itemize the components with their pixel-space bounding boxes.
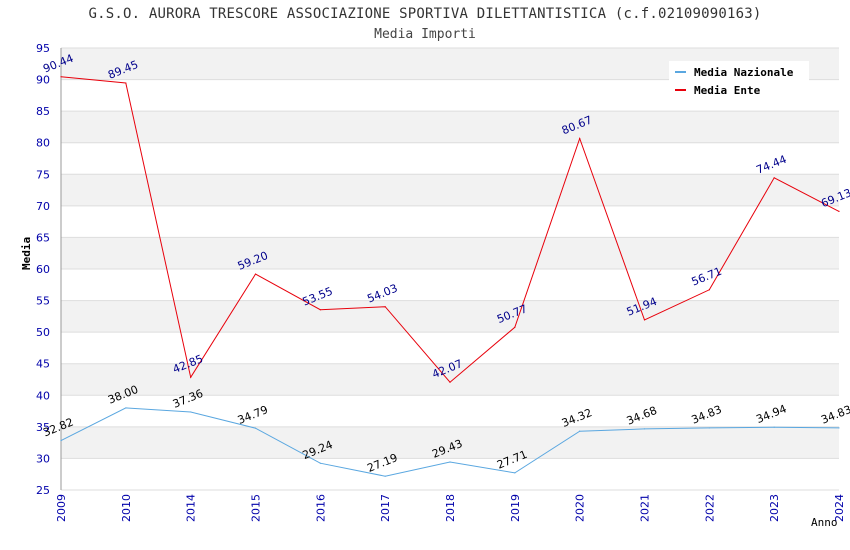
y-tick-label: 80 — [36, 137, 50, 150]
y-tick-label: 75 — [36, 168, 50, 181]
data-point-media-nazionale — [125, 407, 127, 409]
data-point-media-nazionale — [449, 461, 451, 463]
data-point-media-nazionale — [319, 462, 321, 464]
x-tick-label: 2022 — [703, 494, 716, 522]
data-point-media-nazionale — [60, 440, 62, 442]
x-tick-label: 2020 — [574, 494, 587, 522]
grid-band — [61, 300, 839, 333]
data-point-media-ente — [60, 76, 62, 78]
y-tick-label: 35 — [36, 421, 50, 434]
y-tick-label: 90 — [36, 74, 50, 87]
data-point-media-ente — [643, 319, 646, 321]
grid-band — [61, 332, 839, 364]
data-point-media-nazionale — [773, 426, 775, 428]
data-point-media-ente — [190, 376, 192, 378]
data-point-media-nazionale — [579, 430, 581, 432]
legend-label-media-nazionale: Media Nazionale — [694, 65, 794, 79]
grid-band — [61, 111, 839, 143]
x-tick-label: 2019 — [509, 494, 522, 522]
y-tick-label: 30 — [36, 452, 50, 465]
chart-title: G.S.O. AURORA TRESCORE ASSOCIAZIONE SPOR… — [88, 6, 762, 22]
x-tick-label: 2009 — [55, 494, 68, 522]
x-tick-label: 2016 — [314, 494, 327, 522]
legend-swatch-media-nazionale — [675, 71, 686, 73]
x-tick-label: 2015 — [250, 494, 263, 522]
grid-band — [61, 269, 839, 301]
grid-band — [61, 363, 839, 396]
data-point-media-ente — [125, 82, 127, 84]
legend-item-media-nazionale: Media Nazionale — [675, 65, 793, 79]
y-tick-label: 55 — [36, 295, 50, 308]
y-tick-label: 40 — [36, 389, 50, 402]
grid-band — [61, 237, 839, 269]
grid-band — [61, 458, 839, 490]
x-tick-label: 2021 — [639, 494, 652, 522]
data-point-media-ente — [319, 309, 321, 311]
data-point-media-ente — [384, 306, 386, 308]
grid-band — [61, 426, 839, 459]
x-tick-label: 2023 — [768, 494, 781, 522]
legend-item-media-ente: Media Ente — [675, 83, 760, 97]
data-point-media-ente — [449, 381, 451, 383]
legend: Media Nazionale Media Ente — [669, 61, 809, 101]
data-point-media-ente — [254, 273, 257, 275]
x-tick-label: 2014 — [185, 494, 198, 522]
legend-label-media-ente: Media Ente — [694, 83, 761, 97]
grid-band — [61, 395, 839, 427]
y-tick-label: 25 — [36, 484, 50, 497]
data-point-media-nazionale — [384, 475, 386, 477]
y-tick-label: 60 — [36, 263, 50, 276]
data-point-media-nazionale — [643, 428, 646, 430]
data-point-media-ente — [708, 289, 710, 291]
chart-subtitle: Media Importi — [374, 27, 476, 42]
x-tick-label: 2010 — [120, 494, 133, 522]
data-point-media-nazionale — [254, 427, 257, 429]
y-tick-label: 45 — [36, 358, 50, 371]
y-tick-label: 85 — [36, 105, 50, 118]
data-point-media-nazionale — [708, 427, 710, 429]
data-point-media-nazionale — [190, 411, 192, 413]
x-tick-label: 2018 — [444, 494, 457, 522]
x-tick-label: 2024 — [833, 494, 846, 522]
grid-band — [61, 142, 839, 175]
data-point-media-nazionale — [838, 427, 840, 429]
grid-band — [61, 205, 839, 238]
data-point-media-ente — [579, 137, 581, 140]
data-point-media-ente — [773, 177, 775, 179]
legend-swatch-media-ente — [675, 89, 686, 91]
x-tick-label: 2017 — [379, 494, 392, 522]
data-point-media-ente — [838, 210, 840, 212]
y-tick-label: 70 — [36, 200, 50, 213]
grid-band — [61, 174, 839, 206]
data-point-media-ente — [514, 326, 516, 328]
x-axis-label: Anno — [811, 516, 838, 529]
y-tick-label: 95 — [36, 42, 50, 55]
y-tick-label: 50 — [36, 326, 50, 339]
y-tick-label: 65 — [36, 231, 50, 244]
data-point-media-nazionale — [514, 472, 516, 474]
